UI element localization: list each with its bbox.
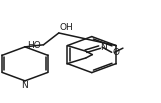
Text: OH: OH xyxy=(60,23,73,32)
Text: HO: HO xyxy=(27,41,41,50)
Text: N: N xyxy=(100,43,107,52)
Text: N: N xyxy=(22,81,28,90)
Text: O: O xyxy=(112,48,119,57)
